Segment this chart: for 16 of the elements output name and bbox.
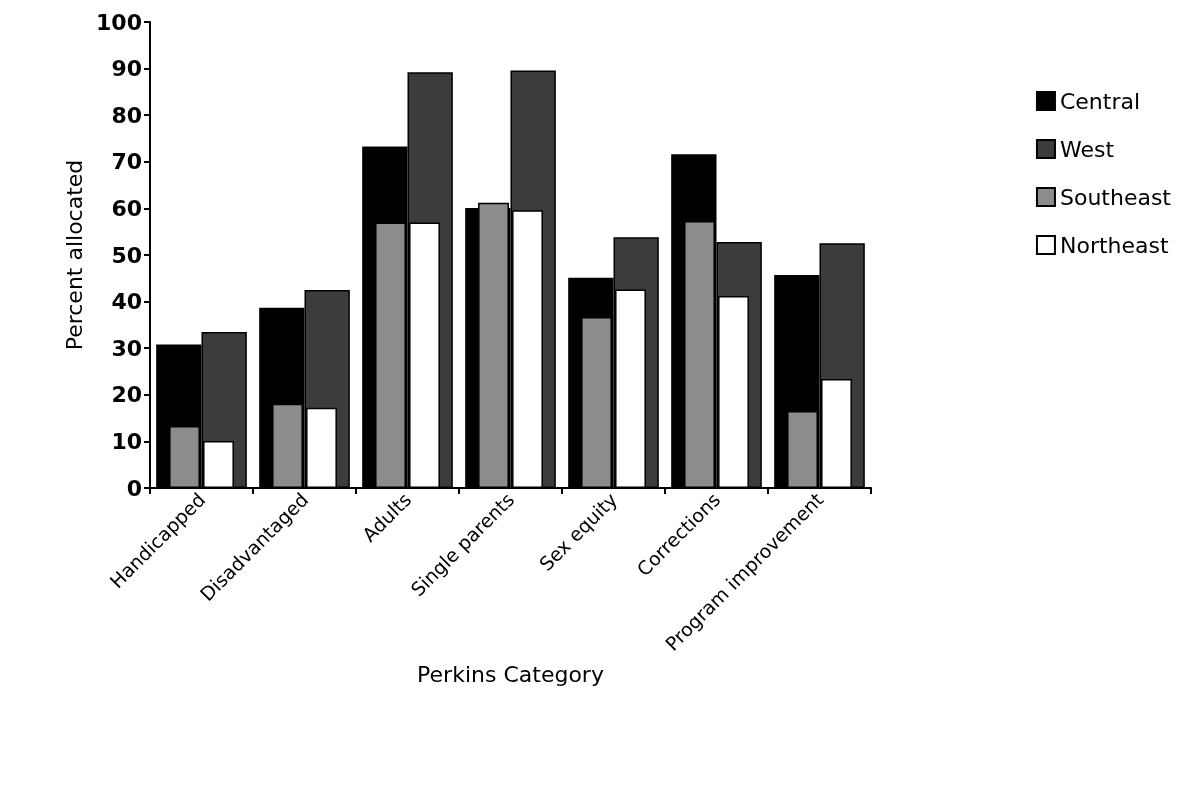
y-tick-label: 90	[111, 56, 142, 82]
y-tick-label: 30	[111, 335, 142, 361]
y-tick-label: 80	[111, 102, 142, 128]
legend-label: Central	[1059, 88, 1141, 114]
y-tick-label: 10	[111, 428, 142, 454]
y-tick-label: 70	[111, 149, 142, 175]
legend-label: Southeast	[1059, 184, 1172, 210]
legend-label: Northeast	[1059, 232, 1169, 258]
legend-label: West	[1059, 136, 1115, 162]
y-axis-title: Percent allocated	[61, 159, 87, 351]
y-tick-label: 20	[111, 382, 142, 408]
y-tick-label: 60	[111, 195, 142, 221]
y-tick-label: 100	[96, 9, 142, 35]
y-tick-label: 50	[111, 242, 142, 268]
x-axis-title: Perkins Category	[417, 661, 604, 687]
y-tick-label: 40	[111, 289, 142, 315]
